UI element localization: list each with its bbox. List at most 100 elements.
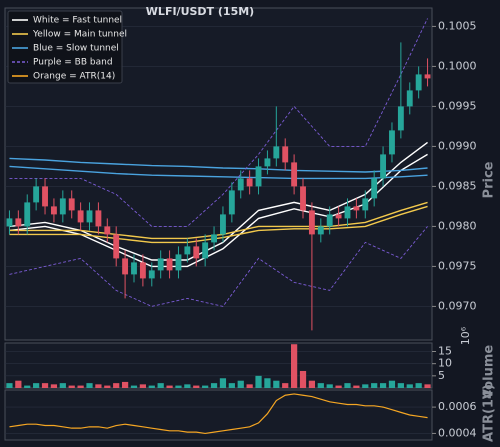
volume-bar — [264, 378, 271, 388]
volume-bar — [6, 383, 13, 388]
legend-label: Orange = ATR(14) — [33, 72, 115, 82]
candle-body — [353, 206, 360, 211]
legend-label: Yellow = Main tunnel — [32, 30, 127, 40]
legend-box — [7, 10, 123, 84]
volume-bar — [335, 385, 342, 388]
volume-bar — [379, 383, 387, 388]
indicator-line — [9, 18, 428, 227]
candle-body — [122, 258, 129, 275]
legend-label: Purple = BB band — [33, 58, 113, 68]
candle-body — [15, 218, 22, 227]
volume-bar — [33, 383, 40, 388]
atr-panel — [4, 389, 433, 441]
volume-bar — [424, 384, 431, 388]
candle-body — [175, 254, 182, 271]
atr-line — [9, 393, 428, 435]
volume-bar — [24, 385, 31, 388]
candle-body — [202, 242, 209, 259]
volume-bar — [193, 385, 200, 388]
volume-bar — [130, 385, 138, 388]
candle-body — [148, 270, 155, 279]
candle-body — [255, 166, 262, 187]
y-tick-label: 10 — [438, 357, 452, 370]
volume-bar — [299, 370, 307, 388]
y-tick-label: 0.0975 — [438, 259, 477, 272]
volume-bar — [344, 383, 351, 388]
candle-body — [157, 258, 164, 271]
indicator-line — [9, 157, 428, 173]
y-tick-label: 0.1005 — [438, 19, 477, 32]
candle-body — [300, 186, 306, 211]
candle-body — [184, 246, 191, 255]
y-tick-label: 0.0970 — [438, 299, 477, 312]
volume-bar — [157, 383, 164, 388]
chart-title: WLFI/USDT (15M) — [146, 5, 254, 18]
legend-label: White = Fast tunnel — [33, 16, 122, 26]
volume-bar — [68, 385, 75, 388]
indicator-line — [9, 226, 428, 307]
volume-bar — [317, 383, 324, 388]
volume-bar — [166, 385, 173, 388]
candle-body — [166, 258, 173, 271]
candle-body — [335, 214, 342, 219]
candle-body — [104, 226, 111, 235]
volume-bar — [148, 385, 155, 388]
volume-bar — [308, 380, 316, 388]
candle-body — [77, 210, 84, 223]
candle-body — [139, 262, 146, 279]
y-tick-label: 5 — [438, 369, 445, 382]
candle-body — [68, 198, 75, 211]
volume-bar — [362, 384, 369, 388]
candle-body — [42, 186, 48, 207]
volume-bar — [273, 380, 280, 388]
candle-body — [113, 234, 120, 259]
y-tick-label: 0.1000 — [438, 59, 477, 72]
volume-bar — [397, 383, 404, 388]
candle-body — [362, 198, 369, 211]
volume-bar — [210, 383, 218, 388]
candle-body — [6, 218, 13, 227]
volume-bar — [388, 380, 396, 388]
volume-bar — [139, 384, 146, 388]
volume-bar — [41, 383, 49, 388]
legend-label: Blue = Slow tunnel — [33, 44, 119, 54]
volume-bar — [113, 383, 120, 388]
volume-bar — [219, 378, 227, 388]
y-tick-label: 0.0006 — [438, 400, 477, 413]
atr-axis-title: ATR(14) — [482, 384, 497, 442]
candle-body — [211, 234, 217, 243]
volume-bar — [77, 385, 84, 388]
candle-body — [95, 210, 102, 227]
candle-body — [344, 206, 351, 219]
volume-bar — [184, 384, 191, 388]
y-tick-label: 0.0990 — [438, 139, 477, 152]
y-tick-label: 0.0980 — [438, 219, 477, 232]
candle-body — [415, 74, 422, 91]
volume-bar — [121, 381, 129, 388]
volume-bar — [246, 384, 253, 388]
candle-body — [282, 146, 289, 163]
candle-body — [308, 210, 315, 235]
candle-body — [291, 162, 298, 187]
volume-bar — [175, 385, 182, 388]
volume-bar — [371, 383, 378, 388]
volume-bar — [282, 383, 289, 388]
price-axis-title: Price — [482, 161, 497, 198]
volume-axis-title: Volume — [482, 345, 497, 400]
candle-body — [33, 186, 40, 203]
volume-bar — [353, 385, 360, 388]
volume-bar — [291, 344, 298, 388]
volume-bar — [86, 383, 93, 388]
candle-body — [131, 262, 137, 275]
volume-bar — [406, 384, 413, 388]
volume-bar — [255, 375, 262, 388]
volume-bar — [415, 383, 422, 388]
candle-body — [220, 214, 226, 235]
candle-body — [50, 206, 57, 215]
volume-bar — [202, 385, 209, 388]
candle-body — [86, 210, 93, 223]
volume-bar — [237, 380, 244, 388]
candle-body — [326, 214, 333, 227]
volume-bar — [15, 380, 22, 388]
